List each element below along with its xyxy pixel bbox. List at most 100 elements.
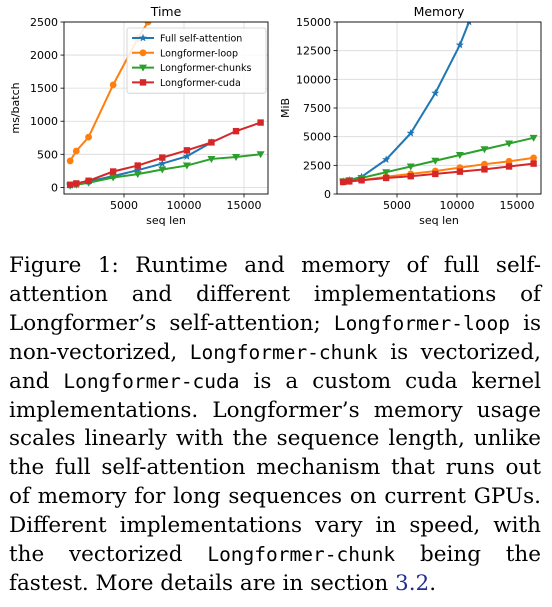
y-tick-label: 0 [324, 188, 331, 201]
series-4 [339, 160, 537, 186]
data-point [505, 157, 513, 165]
caption-text-2: is non-vectorized, [9, 310, 541, 365]
data-point [407, 173, 414, 180]
y-tick-label: 500 [37, 148, 58, 161]
caption-text-6: . [429, 570, 437, 596]
data-point [382, 174, 390, 182]
data-point [257, 119, 264, 126]
chart-panel-memory: 5000 10000 15000 0 2500 5000 7500 10000 12500 150… [279, 4, 542, 227]
series-line [69, 121, 261, 186]
caption-section-ref[interactable]: 3.2 [395, 570, 430, 596]
data-point [358, 177, 365, 184]
data-point [232, 153, 241, 161]
legend-swatch-marker [139, 49, 147, 57]
data-point [530, 160, 537, 167]
data-point [346, 178, 353, 185]
data-point [207, 155, 216, 163]
data-point [109, 174, 118, 182]
x-axis-label: seq len [419, 214, 459, 227]
legend-swatch-marker [139, 33, 147, 42]
y-tick-label: 5000 [303, 131, 331, 144]
data-point [208, 139, 215, 146]
legend-swatch-marker [139, 64, 147, 72]
legend-swatch-marker [139, 79, 147, 86]
y-tick-label: 1000 [30, 115, 58, 128]
data-point [183, 147, 191, 154]
legend-entry-label: Longformer-loop [160, 48, 238, 59]
caption-text-1: Runtime and memory of full self-attentio… [9, 253, 541, 336]
data-point [505, 140, 514, 148]
caption-code-cuda: Longformer-cuda [63, 369, 240, 393]
series-line [69, 153, 261, 187]
y-tick-label: 2500 [303, 159, 331, 172]
data-point [406, 129, 415, 137]
data-point [66, 157, 74, 165]
data-point [158, 166, 167, 174]
data-point [455, 152, 464, 160]
y-tick-label: 2000 [30, 49, 58, 62]
chart-panel-time: 5000 10000 15000 0 500 1000 1500 2000 2500 Time se… [9, 4, 269, 227]
data-point [85, 177, 92, 184]
y-axis-label: MiB [279, 98, 292, 118]
legend-box [126, 27, 267, 94]
data-point [481, 160, 488, 168]
x-axis-label: seq len [146, 214, 186, 227]
data-point [505, 163, 513, 170]
data-point [456, 168, 464, 175]
data-point [72, 147, 80, 155]
y-axis-label: ms/batch [9, 82, 22, 133]
data-point [406, 163, 415, 171]
data-point [73, 180, 80, 187]
x-tick-label: 15000 [227, 199, 262, 212]
data-point [182, 162, 191, 170]
data-point [529, 134, 538, 142]
caption-code-loop: Longformer-loop [333, 311, 510, 335]
x-tick-label: 10000 [440, 199, 475, 212]
x-tick-label: 15000 [500, 199, 535, 212]
x-tick-label: 5000 [110, 199, 138, 212]
data-point [455, 40, 464, 49]
data-point [432, 170, 439, 178]
caption-code-chunk-2: Longformer-chunk [207, 543, 396, 567]
data-point [530, 154, 538, 162]
x-tick-label: 10000 [167, 199, 202, 212]
caption-text-3: is vectorized, and [9, 339, 541, 394]
y-tick-label: 7500 [303, 102, 331, 115]
y-tick-label: 15000 [296, 16, 331, 29]
data-point [339, 178, 347, 186]
data-point [133, 171, 142, 179]
data-point [382, 155, 391, 163]
chart-title: Time [150, 4, 182, 19]
data-point [144, 22, 152, 26]
series-1 [339, 22, 472, 185]
figure-plots: 5000 10000 15000 0 500 1000 1500 2000 2500 Time se… [9, 4, 542, 227]
series-line [342, 136, 534, 183]
axes-frame [63, 21, 269, 195]
y-tick-label: 12500 [296, 45, 331, 58]
legend-entry-label: Longformer-cuda [160, 78, 241, 89]
data-point [85, 133, 92, 141]
figure-caption: Figure 1: Runtime and memory of full sel… [9, 252, 541, 599]
data-point [66, 181, 74, 188]
x-tick-label: 5000 [383, 199, 411, 212]
chart-title: Memory [414, 4, 465, 19]
caption-text-4: is a custom cuda kernel implementations.… [9, 368, 541, 568]
data-point [256, 151, 265, 159]
data-point [232, 127, 240, 135]
data-point [109, 168, 117, 175]
data-point [158, 159, 167, 167]
series-line [343, 162, 534, 183]
data-point [480, 146, 489, 154]
y-tick-label: 1500 [30, 82, 58, 95]
data-point [431, 157, 440, 165]
caption-label: Figure 1: [9, 253, 119, 278]
data-point [109, 81, 117, 89]
y-tick-label: 10000 [296, 73, 331, 86]
series-4 [66, 119, 264, 188]
data-point [133, 165, 142, 174]
caption-code-chunk: Longformer-chunk [189, 340, 378, 364]
legend-entry-label: Longformer-chunks [160, 63, 251, 74]
data-point [159, 154, 166, 161]
data-point [382, 169, 391, 177]
data-point [481, 166, 488, 173]
